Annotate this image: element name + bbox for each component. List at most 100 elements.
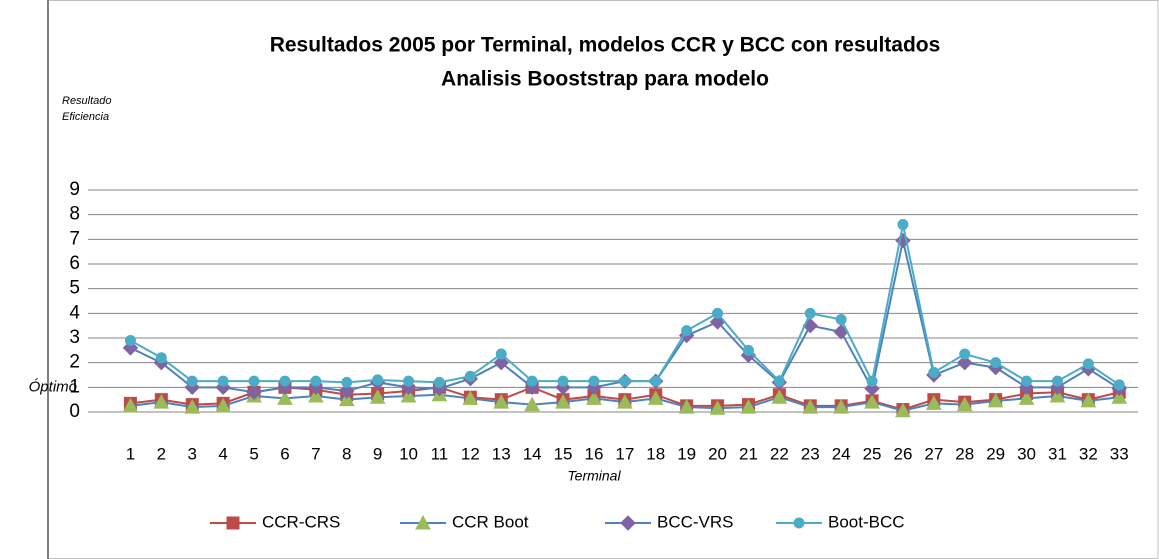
data-point <box>217 375 229 387</box>
chart-frame <box>47 0 1159 559</box>
data-point <box>1021 375 1033 387</box>
x-tick-label: 31 <box>1048 444 1067 463</box>
data-point <box>957 354 973 371</box>
data-point <box>215 397 231 413</box>
data-point <box>895 402 911 418</box>
data-point <box>678 399 695 414</box>
data-point <box>1018 390 1035 405</box>
x-tick-label: 27 <box>924 444 943 463</box>
legend-marker <box>415 514 431 530</box>
y-tick-label: 1 <box>69 376 80 397</box>
x-tick-label: 24 <box>832 444 851 463</box>
data-point <box>804 307 816 319</box>
data-point <box>493 394 510 409</box>
data-point <box>647 390 664 405</box>
x-tick-label: 13 <box>492 444 511 463</box>
data-point <box>586 390 602 405</box>
y-tick-label: 2 <box>69 352 80 373</box>
x-tick-label: 32 <box>1079 444 1098 463</box>
x-tick-label: 17 <box>615 444 634 463</box>
data-point <box>833 399 849 414</box>
data-point <box>802 399 819 414</box>
data-point <box>990 357 1002 369</box>
data-point <box>124 334 136 346</box>
x-tick-label: 30 <box>1017 444 1036 463</box>
y-tick-label: 9 <box>69 179 80 200</box>
x-tick-label: 3 <box>188 444 197 463</box>
data-point <box>557 375 569 387</box>
x-tick-label: 16 <box>584 444 603 463</box>
data-point <box>153 394 170 409</box>
data-point <box>712 307 724 319</box>
y-tick-label: 3 <box>69 327 80 348</box>
data-point <box>433 376 445 388</box>
data-point <box>341 376 353 388</box>
data-point <box>740 399 757 414</box>
data-point <box>835 314 847 325</box>
x-tick-label: 14 <box>523 444 542 463</box>
x-tick-label: 11 <box>431 444 449 463</box>
y-tick-label: 0 <box>69 401 80 422</box>
data-point <box>926 395 942 410</box>
x-tick-label: 6 <box>280 444 289 463</box>
y-tick-label: 8 <box>69 204 80 225</box>
x-tick-label: 18 <box>646 444 665 463</box>
legend-marker <box>226 516 240 530</box>
data-point <box>742 344 754 356</box>
x-tick-label: 33 <box>1110 444 1129 463</box>
data-point <box>897 219 909 231</box>
data-point <box>1082 358 1094 370</box>
data-point <box>524 396 540 412</box>
data-point <box>956 396 973 412</box>
data-point <box>308 387 324 403</box>
data-point <box>771 389 788 404</box>
x-tick-label: 4 <box>218 444 227 463</box>
x-tick-label: 26 <box>893 444 912 463</box>
legend-label: CCR Boot <box>452 512 529 531</box>
chart-title: Analisis Booststrap para modelo <box>441 68 769 91</box>
x-tick-label: 20 <box>708 444 727 463</box>
data-point <box>526 375 538 387</box>
x-axis-label: Terminal <box>567 468 621 484</box>
data-point <box>246 384 262 400</box>
x-tick-label: 5 <box>249 444 258 463</box>
data-point <box>959 348 971 360</box>
data-point <box>122 397 139 413</box>
legend-marker <box>620 515 636 531</box>
data-point <box>155 352 167 364</box>
y-tick-label: 4 <box>69 302 80 323</box>
data-point <box>248 375 260 387</box>
data-point <box>462 390 479 405</box>
x-tick-label: 23 <box>801 444 820 463</box>
legend-marker <box>793 517 805 529</box>
data-point <box>400 387 417 403</box>
x-tick-label: 8 <box>342 444 351 463</box>
legend-label: BCC-VRS <box>657 512 734 531</box>
data-point <box>277 390 293 405</box>
data-point <box>617 394 633 409</box>
y-tick-label: 7 <box>69 228 80 249</box>
annotation: Óptimo <box>29 378 77 395</box>
data-point <box>1049 387 1066 403</box>
data-point <box>310 375 322 387</box>
data-point <box>1113 379 1125 391</box>
legend-label: Boot-BCC <box>828 512 905 531</box>
data-point <box>369 389 386 404</box>
x-tick-label: 1 <box>126 444 135 463</box>
x-tick-label: 21 <box>739 444 758 463</box>
legend-label: CCR-CRS <box>262 512 340 531</box>
data-point <box>709 400 726 415</box>
data-point <box>338 391 355 407</box>
data-point <box>619 375 631 387</box>
x-tick-label: 22 <box>770 444 789 463</box>
data-point <box>495 348 507 360</box>
data-point <box>866 375 878 387</box>
data-point <box>493 354 509 371</box>
data-point <box>339 383 355 399</box>
data-point <box>773 375 785 387</box>
x-tick-label: 12 <box>461 444 480 463</box>
data-point <box>279 375 291 387</box>
data-point <box>1080 392 1097 408</box>
data-point <box>987 392 1004 408</box>
